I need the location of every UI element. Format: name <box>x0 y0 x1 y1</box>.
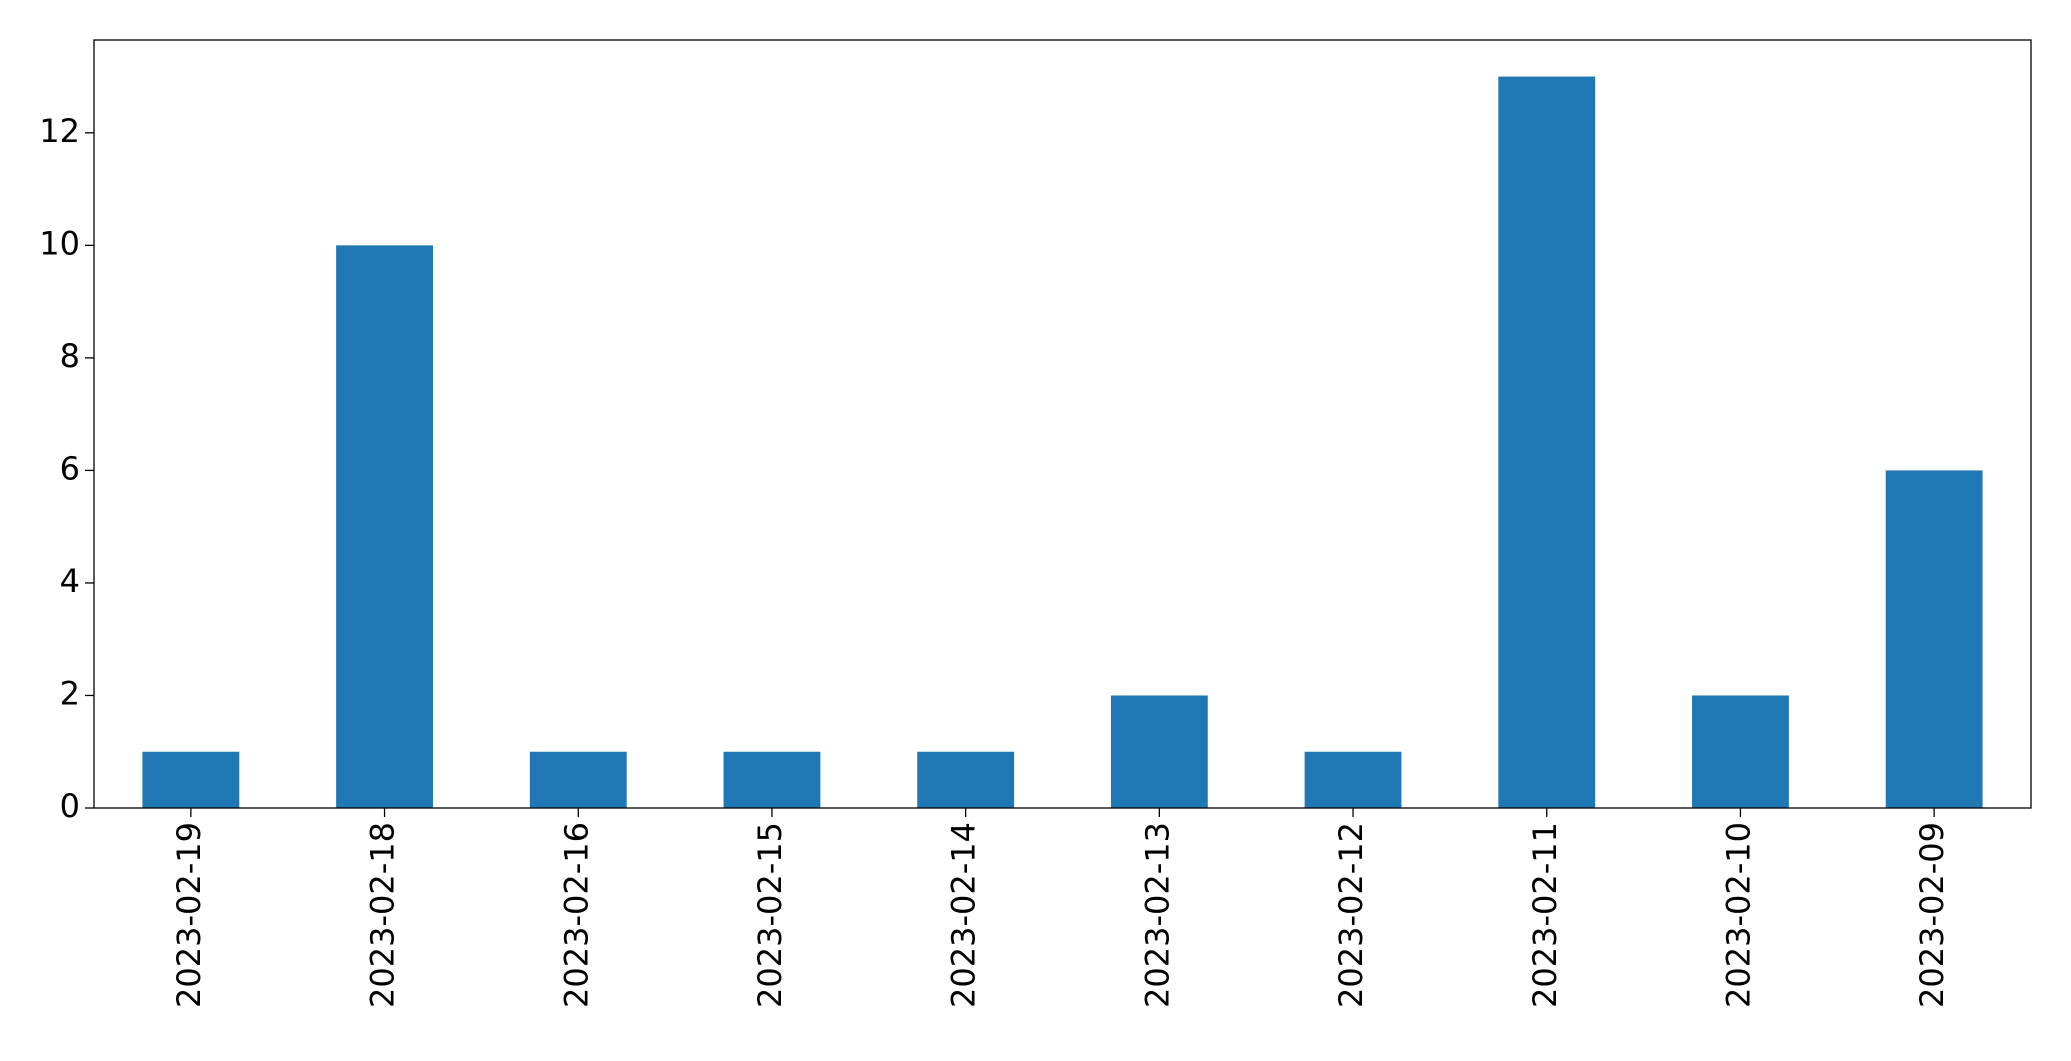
x-tick-label: 2023-02-10 <box>1719 822 1757 1008</box>
x-tick-label: 2023-02-09 <box>1913 822 1951 1008</box>
y-tick-label: 2 <box>60 674 80 712</box>
y-tick-label: 0 <box>60 787 80 825</box>
bar <box>336 245 433 808</box>
bar <box>1110 695 1208 808</box>
x-tick-label: 2023-02-19 <box>170 822 208 1008</box>
bar <box>529 751 627 808</box>
bar <box>1498 76 1596 809</box>
plot-frame <box>93 39 2032 809</box>
x-tick-label: 2023-02-15 <box>751 822 789 1008</box>
y-tick-label: 10 <box>39 224 80 262</box>
x-tick-label: 2023-02-12 <box>1332 822 1370 1008</box>
y-tick-label: 8 <box>60 337 80 375</box>
x-tick-label: 2023-02-14 <box>945 822 983 1008</box>
bar <box>1885 470 1983 808</box>
x-tick-label: 2023-02-13 <box>1138 822 1176 1008</box>
bar <box>1304 751 1402 808</box>
x-tick-label: 2023-02-11 <box>1526 822 1564 1008</box>
x-tick-label: 2023-02-16 <box>557 822 595 1008</box>
bar <box>723 751 821 808</box>
bar <box>917 751 1015 808</box>
y-tick-label: 4 <box>60 562 80 600</box>
y-tick-label: 12 <box>39 112 80 150</box>
bar <box>1692 695 1789 808</box>
y-tick-label: 6 <box>60 449 80 487</box>
bar <box>142 751 240 808</box>
x-tick-label: 2023-02-18 <box>364 822 402 1008</box>
